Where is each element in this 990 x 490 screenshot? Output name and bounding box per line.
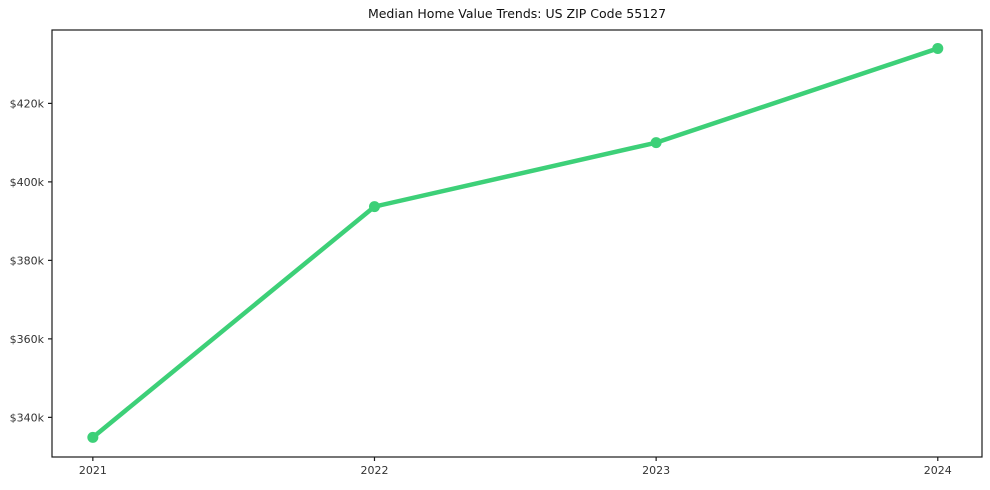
x-tick-label: 2021	[79, 464, 107, 477]
y-tick-label: $420k	[10, 97, 45, 110]
data-point-marker	[932, 42, 944, 54]
data-point-marker	[650, 137, 662, 149]
x-tick-label: 2022	[360, 464, 388, 477]
data-point-marker	[87, 431, 99, 443]
x-tick-label: 2024	[924, 464, 952, 477]
y-tick-label: $400k	[10, 176, 45, 189]
data-point-marker	[368, 201, 380, 213]
chart-title: Median Home Value Trends: US ZIP Code 55…	[367, 6, 667, 21]
y-tick-label: $360k	[10, 333, 45, 346]
y-tick-label: $340k	[10, 411, 45, 424]
plot-border	[51, 29, 983, 458]
x-tick-label: 2023	[642, 464, 670, 477]
y-tick-label: $380k	[10, 254, 45, 267]
trend-line	[90, 46, 941, 440]
